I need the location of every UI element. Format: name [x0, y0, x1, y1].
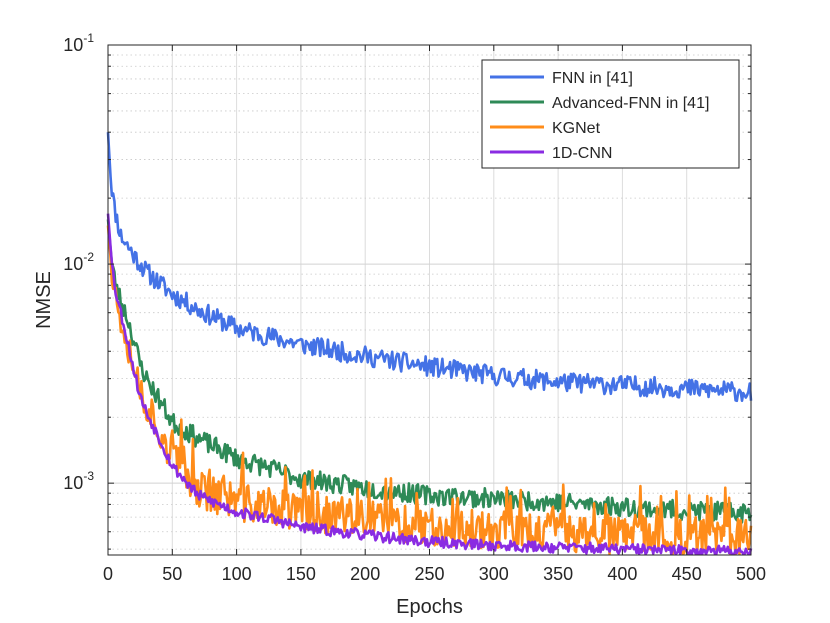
x-tick-label: 150 [286, 564, 316, 584]
legend: FNN in [41] Advanced-FNN in [41] KGNet 1D-C… [481, 59, 740, 169]
series-line-3 [106, 213, 753, 556]
x-tick-label: 500 [736, 564, 766, 584]
legend-label: Advanced-FNN in [41] [552, 95, 709, 112]
y-tick-label: 10-2 [63, 250, 94, 274]
legend-label: 1D-CNN [552, 145, 612, 162]
series-line-1 [106, 219, 753, 524]
x-tick-label: 50 [162, 564, 182, 584]
series-lines [106, 132, 753, 556]
x-tick-label: 0 [103, 564, 113, 584]
legend-label: FNN in [41] [552, 70, 633, 87]
x-tick-label: 350 [543, 564, 573, 584]
x-tick-label: 100 [222, 564, 252, 584]
x-tick-label: 200 [350, 564, 380, 584]
x-tick-label: 300 [479, 564, 509, 584]
x-tick-label: 400 [607, 564, 637, 584]
axis-ticks: 0 50 100 150 200 250 300 350 400 450 500 10-1 10-2 10… [63, 31, 766, 584]
legend-label: KGNet [552, 120, 601, 137]
x-tick-label: 450 [672, 564, 702, 584]
y-tick-label: 10-3 [63, 469, 94, 493]
x-axis-title: Epochs [396, 596, 463, 618]
y-axis-title: NMSE [33, 271, 55, 329]
x-tick-label: 250 [414, 564, 444, 584]
y-tick-label: 10-1 [63, 31, 94, 55]
series-line-0 [106, 132, 753, 403]
